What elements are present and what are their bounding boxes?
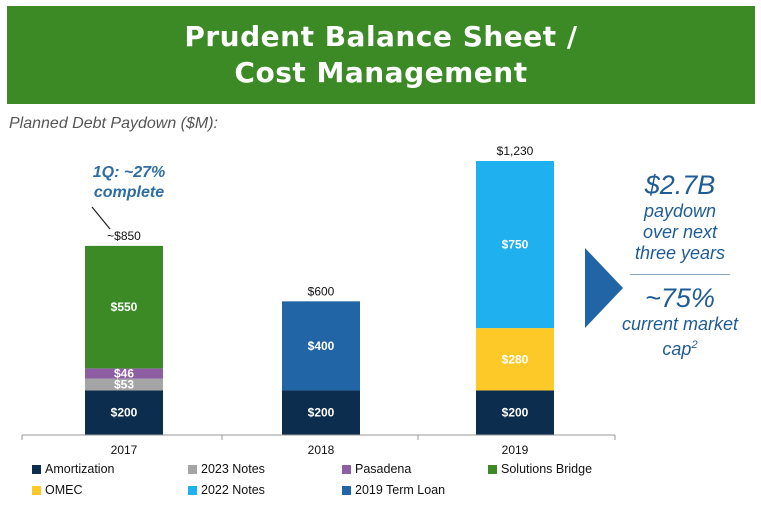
bar-value-label: $550 [111,300,138,314]
chart-subtitle: Planned Debt Paydown ($M): [9,115,218,132]
legend-item: OMEC [32,483,83,497]
legend-label: 2019 Term Loan [355,483,446,497]
divider [630,274,730,275]
summary-panel: $2.7B paydown over next three years ~75%… [600,170,760,360]
legend-item: Pasadena [342,462,411,476]
x-tick-label: 2019 [502,443,529,457]
title-line-1: Prudent Balance Sheet / [184,20,578,53]
bar-value-label: $200 [502,406,529,420]
bar-value-label: $53 [114,378,134,392]
bar-segment-amortization-2018 [282,390,360,435]
title-banner: Prudent Balance Sheet / Cost Management [7,6,755,104]
bar-value-label: $200 [308,406,335,420]
bar-segment-2022-notes-2019 [476,161,554,329]
bars-layer: $200 $53$46 $550 ~$850 $200 $400 $600 $200 $280 $… [85,144,554,435]
legend-label: 2022 Notes [201,483,265,497]
bar-total-label: ~$850 [107,229,141,243]
bar-value-label: $750 [502,238,529,252]
legend-swatch [342,485,351,495]
legend-item: Solutions Bridge [488,462,592,476]
legend-swatch [32,464,41,474]
market-cap-percent: ~75% [645,283,715,313]
paydown-text-2: over next [642,222,718,242]
annotation-pointer [91,206,111,230]
legend-label: Solutions Bridge [501,462,593,476]
market-cap-text-2: cap2 [600,335,760,360]
bar-segment-amortization-2017 [85,390,163,435]
legend-item: 2022 Notes [188,483,265,497]
x-tick-label: 2017 [111,443,138,457]
legend-swatch [342,464,351,474]
bar-segment-2023-notes-2017 [85,378,163,391]
paydown-text-1: paydown [643,201,717,221]
annotation-line-1: 1Q: ~27% [92,164,166,181]
market-cap-text-1: current market [621,314,739,334]
stacked-bar-chart: $200 $53$46 $550 ~$850 $200 $400 $600 $200 $280 $… [21,144,616,457]
legend-item: 2023 Notes [188,462,265,476]
paydown-text-3: three years [634,243,726,263]
legend-item: 2019 Term Loan [342,483,445,497]
bar-segment-pasadena-2017 [85,368,163,379]
title-line-2: Cost Management [234,56,528,89]
axis-layer: 2017 2018 2019 [21,434,616,457]
bar-segment-solutions-bridge-2017 [85,245,163,369]
legend-swatch [188,485,197,495]
bar-value-label: $46 [114,367,134,381]
legend-item: Amortization [32,462,114,476]
legend-label: Amortization [45,462,115,476]
bar-total-label: $1,230 [497,144,534,158]
annotation-line-2: complete [93,184,165,201]
legend-swatch [32,485,41,495]
bar-segment-2019-term-loan-2018 [282,301,360,391]
bar-value-label: $200 [111,406,138,420]
legend-swatch [188,464,197,474]
bar-total-label: $600 [308,284,335,298]
legend-swatch [488,464,497,474]
bar-value-label: $400 [308,339,335,353]
legend-label: Pasadena [355,462,412,476]
x-tick-label: 2018 [308,443,335,457]
paydown-total: $2.7B [644,170,716,200]
footnote-marker: 2 [691,339,698,351]
market-cap-text-last: cap [662,339,692,359]
arrow-right-icon [585,248,623,328]
progress-annotation: 1Q: ~27% complete [74,163,184,203]
bar-segment-amortization-2019 [476,390,554,435]
bar-value-label: $280 [502,352,529,366]
bar-segment-omec-2019 [476,328,554,391]
legend-label: 2023 Notes [201,462,265,476]
legend-label: OMEC [45,483,83,497]
